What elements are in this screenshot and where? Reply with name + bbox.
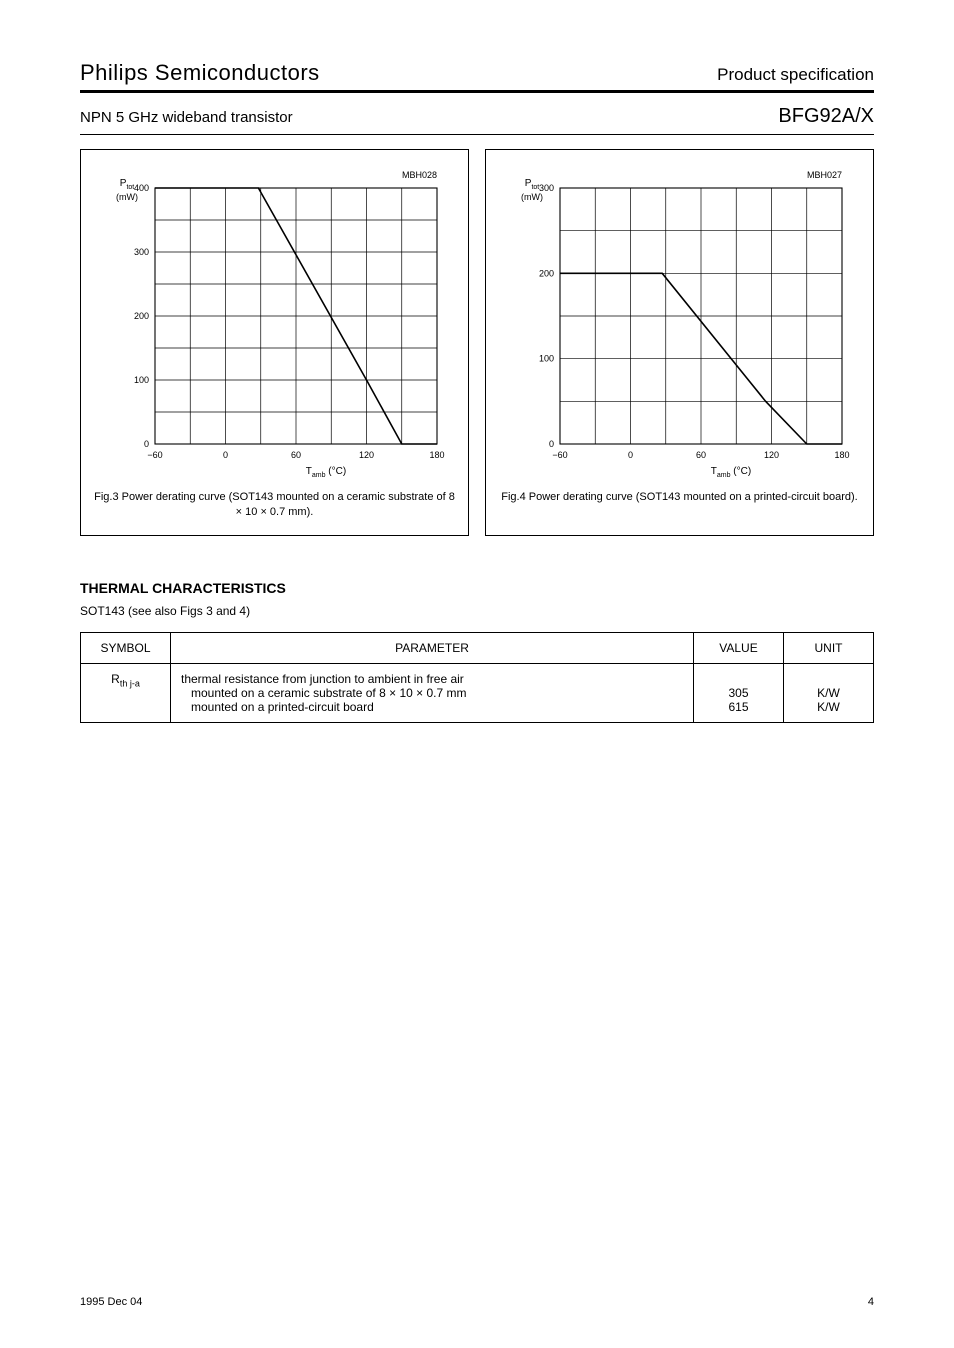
figure-3: MBH028060120180−600100200300400Ptot(mW)T… (80, 149, 469, 536)
svg-text:200: 200 (133, 311, 148, 321)
thermal-table: SYMBOL PARAMETER VALUE UNIT Rth j-atherm… (80, 632, 874, 723)
svg-text:Ptot: Ptot (524, 178, 539, 191)
svg-text:Tamb (°C): Tamb (°C) (305, 466, 345, 479)
svg-text:Tamb (°C): Tamb (°C) (710, 466, 750, 479)
cell-parameter: thermal resistance from junction to ambi… (171, 663, 694, 722)
thermal-sub-links: 3 and 4 (206, 604, 246, 618)
figure-4-caption: Fig.4 Power derating curve (SOT143 mount… (501, 490, 857, 505)
svg-text:120: 120 (358, 450, 373, 460)
svg-text:−60: −60 (552, 450, 567, 460)
rule-thin (80, 134, 874, 135)
svg-text:60: 60 (290, 450, 300, 460)
footer-date: 1995 Dec 04 (80, 1296, 142, 1308)
svg-text:MBH027: MBH027 (806, 170, 841, 180)
svg-text:MBH028: MBH028 (401, 170, 436, 180)
chart-fig4: MBH027060120180−600100200300Ptot(mW)Tamb… (500, 160, 860, 480)
thermal-sub-prefix: SOT143 (see also Figs (80, 604, 206, 618)
figures-row: MBH028060120180−600100200300400Ptot(mW)T… (80, 149, 874, 536)
col-symbol: SYMBOL (81, 632, 171, 663)
thermal-section-sub: SOT143 (see also Figs 3 and 4) (80, 604, 874, 618)
thermal-table-body: Rth j-athermal resistance from junction … (81, 663, 874, 722)
svg-text:Ptot: Ptot (119, 178, 134, 191)
part-number: BFG92A/X (778, 105, 874, 128)
rule-thick (80, 90, 874, 93)
svg-text:100: 100 (133, 375, 148, 385)
svg-text:0: 0 (143, 439, 148, 449)
table-row: Rth j-athermal resistance from junction … (81, 663, 874, 722)
svg-text:0: 0 (222, 450, 227, 460)
svg-text:200: 200 (538, 268, 553, 278)
figure-3-caption: Fig.3 Power derating curve (SOT143 mount… (91, 490, 458, 521)
col-unit: UNIT (784, 632, 874, 663)
svg-text:180: 180 (429, 450, 444, 460)
brand: Philips Semiconductors (80, 60, 320, 86)
thermal-section-title: THERMAL CHARACTERISTICS (80, 580, 874, 596)
thermal-sub-suffix: ) (246, 604, 250, 618)
cell-unit: K/WK/W (784, 663, 874, 722)
figure-4: MBH027060120180−600100200300Ptot(mW)Tamb… (485, 149, 874, 536)
table-header-row: SYMBOL PARAMETER VALUE UNIT (81, 632, 874, 663)
header-row: Philips Semiconductors Product specifica… (80, 60, 874, 86)
cell-value: 305615 (694, 663, 784, 722)
svg-text:300: 300 (133, 247, 148, 257)
svg-text:180: 180 (834, 450, 849, 460)
chart-fig3: MBH028060120180−600100200300400Ptot(mW)T… (95, 160, 455, 480)
svg-text:0: 0 (548, 439, 553, 449)
product-description: Product specification (717, 65, 874, 85)
svg-text:−60: −60 (147, 450, 162, 460)
svg-text:120: 120 (763, 450, 778, 460)
svg-text:100: 100 (538, 354, 553, 364)
part-row: NPN 5 GHz wideband transistor BFG92A/X (80, 105, 874, 128)
footer: 1995 Dec 04 4 (80, 1296, 874, 1308)
svg-text:(mW): (mW) (521, 192, 543, 202)
col-value: VALUE (694, 632, 784, 663)
footer-page: 4 (868, 1296, 874, 1308)
col-parameter: PARAMETER (171, 632, 694, 663)
svg-text:0: 0 (627, 450, 632, 460)
cell-symbol: Rth j-a (81, 663, 171, 722)
svg-text:60: 60 (695, 450, 705, 460)
part-description: NPN 5 GHz wideband transistor (80, 109, 293, 126)
page: Philips Semiconductors Product specifica… (0, 0, 954, 1348)
svg-text:(mW): (mW) (116, 192, 138, 202)
